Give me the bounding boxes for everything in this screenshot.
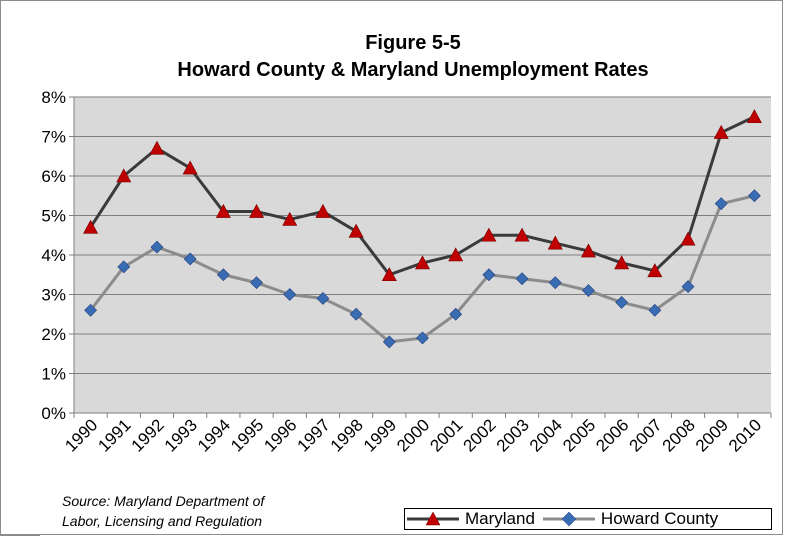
data-point-howard-county xyxy=(416,331,429,345)
data-point-howard-county xyxy=(681,280,695,294)
data-point-howard-county xyxy=(150,240,164,254)
x-tick-label: 2003 xyxy=(493,415,533,455)
data-point-maryland xyxy=(215,203,231,218)
data-point-howard-county xyxy=(117,260,131,274)
data-point-howard-county xyxy=(548,276,562,290)
x-axis-ticks: 1990199119921993199419951996199719981999… xyxy=(61,413,772,456)
chart-subtitle: Howard County & Maryland Unemployment Ra… xyxy=(177,59,648,81)
data-point-howard-county xyxy=(250,276,263,290)
x-tick-label: 2009 xyxy=(692,415,732,455)
x-tick-label: 1996 xyxy=(260,415,300,455)
data-point-maryland xyxy=(116,168,132,183)
y-tick-label: 3% xyxy=(41,286,66,305)
y-tick-label: 4% xyxy=(41,246,66,265)
x-tick-label: 2000 xyxy=(393,415,433,455)
x-tick-label: 2008 xyxy=(659,415,699,455)
data-point-howard-county xyxy=(382,335,396,349)
data-point-maryland xyxy=(282,211,298,226)
data-point-maryland xyxy=(414,255,431,270)
data-point-howard-county xyxy=(714,197,728,211)
legend-item-howard-county: Howard County xyxy=(541,509,718,529)
data-point-howard-county xyxy=(615,295,629,309)
y-tick-label: 0% xyxy=(41,404,66,423)
y-tick-label: 5% xyxy=(41,207,66,226)
data-point-howard-county xyxy=(283,288,297,301)
legend: Maryland Howard County xyxy=(404,508,772,530)
data-point-howard-county xyxy=(216,268,230,282)
data-point-howard-county xyxy=(84,303,98,317)
series-group xyxy=(83,109,762,349)
x-tick-label: 1999 xyxy=(360,415,400,455)
data-point-maryland xyxy=(746,109,762,124)
data-point-howard-county xyxy=(316,292,330,305)
source-note: Source: Maryland Department of Labor, Li… xyxy=(62,491,342,531)
x-tick-label: 2006 xyxy=(592,415,632,455)
x-tick-label: 1994 xyxy=(194,415,234,455)
x-tick-label: 2001 xyxy=(426,415,466,455)
legend-item-maryland: Maryland xyxy=(405,509,535,529)
y-tick-label: 8% xyxy=(41,88,66,107)
data-point-howard-county xyxy=(515,272,529,286)
data-point-howard-county xyxy=(482,268,496,282)
x-tick-label: 2004 xyxy=(526,415,566,455)
data-point-howard-county xyxy=(349,307,363,321)
x-tick-label: 2007 xyxy=(625,415,665,455)
data-point-maryland xyxy=(680,231,696,246)
data-point-maryland xyxy=(448,247,464,262)
x-tick-label: 1990 xyxy=(61,415,101,455)
frame-corner xyxy=(0,535,40,544)
x-tick-label: 1991 xyxy=(94,415,134,455)
data-point-maryland xyxy=(614,255,630,270)
y-tick-label: 6% xyxy=(41,167,66,186)
data-point-maryland xyxy=(713,124,729,139)
y-tick-label: 2% xyxy=(41,325,66,344)
unemployment-chart: Figure 5-5 Howard County & Maryland Unem… xyxy=(41,32,772,456)
x-tick-label: 1997 xyxy=(294,415,334,455)
data-point-howard-county xyxy=(449,307,463,321)
legend-key-howard-county xyxy=(542,511,595,527)
data-point-maryland xyxy=(647,263,663,278)
y-tick-label: 7% xyxy=(41,128,66,147)
data-point-maryland xyxy=(481,227,497,242)
x-tick-label: 2010 xyxy=(725,415,765,455)
data-point-maryland xyxy=(149,140,165,155)
x-tick-label: 1998 xyxy=(327,415,367,455)
data-point-howard-county xyxy=(582,284,595,297)
y-axis-ticks: 0% 1% 2% 3% 4% 5% 6% 7% 8% xyxy=(41,88,74,423)
data-point-maryland xyxy=(514,227,530,242)
x-tick-label: 1995 xyxy=(227,415,267,455)
data-point-howard-county xyxy=(183,252,197,266)
data-point-maryland xyxy=(182,160,198,175)
x-tick-label: 1992 xyxy=(128,415,168,455)
x-tick-label: 2005 xyxy=(559,415,599,455)
data-point-maryland xyxy=(580,243,596,258)
data-point-maryland xyxy=(381,267,397,282)
data-point-howard-county xyxy=(747,189,761,203)
legend-key-maryland xyxy=(407,511,459,526)
source-line-1: Source: Maryland Department of xyxy=(62,493,265,509)
data-point-maryland xyxy=(547,235,563,250)
data-point-maryland xyxy=(83,219,99,234)
x-tick-label: 2002 xyxy=(460,415,500,455)
x-tick-label: 1993 xyxy=(161,415,201,455)
data-point-maryland xyxy=(315,203,331,218)
grid-lines xyxy=(74,96,771,374)
legend-label-maryland: Maryland xyxy=(465,509,535,528)
data-point-howard-county xyxy=(648,303,662,317)
data-point-maryland xyxy=(348,223,364,238)
data-point-maryland xyxy=(249,203,265,218)
y-tick-label: 1% xyxy=(41,365,66,384)
chart-title: Figure 5-5 xyxy=(365,32,461,54)
legend-label-howard-county: Howard County xyxy=(600,509,719,528)
source-line-2: Labor, Licensing and Regulation xyxy=(62,513,263,529)
